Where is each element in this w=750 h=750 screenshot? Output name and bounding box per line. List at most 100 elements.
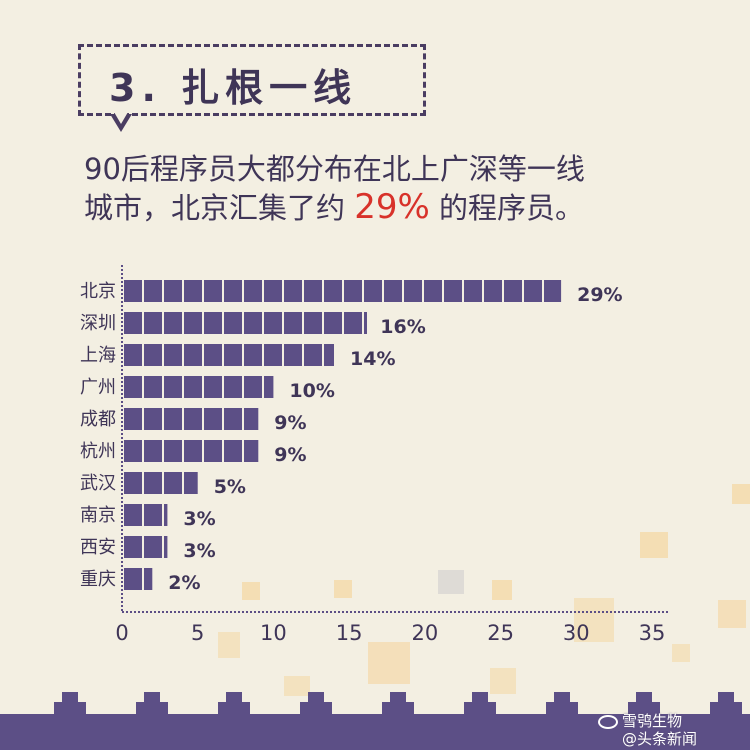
bar-cell — [164, 280, 182, 302]
bar-cell — [224, 280, 242, 302]
bar-cell — [144, 472, 162, 494]
bar-cell — [264, 280, 282, 302]
bar-cell — [164, 536, 168, 558]
bar-cell — [224, 312, 242, 334]
bar-cell — [184, 280, 202, 302]
x-tick-label: 0 — [115, 621, 128, 645]
strip-tooth — [226, 692, 242, 702]
category-label: 南京 — [80, 505, 116, 526]
bar-cell — [244, 440, 259, 462]
category-label: 西安 — [80, 537, 116, 558]
data-label: 3% — [183, 540, 215, 562]
bar-cell — [144, 440, 162, 462]
bar-cell — [284, 344, 302, 366]
bar-cell — [244, 376, 262, 398]
strip-tooth — [62, 692, 78, 702]
x-tick-label: 30 — [563, 621, 590, 645]
bar-cell — [244, 344, 262, 366]
decor-square — [438, 570, 464, 594]
bar-cell — [404, 280, 422, 302]
category-label: 北京 — [80, 281, 116, 302]
headline-box: 3. 扎根一线 — [78, 44, 426, 116]
strip-tooth — [390, 692, 406, 702]
category-label: 成都 — [80, 409, 116, 430]
bar-cell — [184, 472, 198, 494]
bar-cell — [224, 440, 242, 462]
bar-cell — [484, 280, 502, 302]
bar-cell — [204, 312, 222, 334]
strip-tooth — [472, 692, 488, 702]
bar-cell — [124, 472, 142, 494]
weibo-icon — [598, 715, 618, 729]
bar-cell — [284, 312, 302, 334]
bar — [124, 504, 168, 526]
decor-square — [242, 582, 260, 600]
subtitle-highlight: 29% — [354, 187, 430, 227]
category-label: 重庆 — [80, 569, 116, 590]
subtitle: 90后程序员大都分布在北上广深等一线 城市，北京汇集了约 29% 的程序员。 — [84, 150, 704, 227]
category-label: 广州 — [80, 377, 116, 398]
decor-square — [284, 676, 310, 696]
bar-cell — [124, 536, 142, 558]
bar-cell — [344, 312, 362, 334]
bar-cell — [304, 280, 322, 302]
strip-tooth — [136, 702, 168, 716]
strip-tooth — [300, 702, 332, 716]
bar-cell — [184, 408, 202, 430]
decor-square — [672, 644, 690, 662]
strip-tooth — [710, 702, 742, 716]
bar-cell — [204, 344, 222, 366]
bar-cell — [324, 280, 342, 302]
decor-square — [574, 598, 614, 642]
decor-square — [718, 600, 746, 628]
x-tick-label: 20 — [412, 621, 439, 645]
x-tick-label: 10 — [260, 621, 287, 645]
category-label: 深圳 — [80, 313, 116, 334]
bar — [124, 344, 334, 366]
bar-cell — [144, 536, 162, 558]
data-label: 14% — [350, 348, 395, 370]
strip-tooth — [54, 702, 86, 716]
decor-square — [368, 642, 410, 684]
bar-cell — [164, 472, 182, 494]
bar-cell — [144, 504, 162, 526]
bar-cell — [144, 568, 153, 590]
bar — [124, 280, 562, 302]
bar-cell — [184, 376, 202, 398]
bar-cell — [284, 280, 302, 302]
bar-cell — [164, 312, 182, 334]
bar-cell — [124, 344, 142, 366]
x-tick-label: 25 — [487, 621, 514, 645]
bar-cell — [144, 408, 162, 430]
decor-square — [492, 580, 512, 600]
bar-cell — [444, 280, 462, 302]
watermark-line1: 雪鸮生物 — [622, 712, 683, 730]
x-tick-labels: 0 5 10 15 20 25 30 35 — [115, 621, 665, 645]
bar-cell — [164, 504, 168, 526]
bar-cell — [164, 408, 182, 430]
bar-cell — [364, 280, 382, 302]
bar — [124, 568, 153, 590]
subtitle-line2-post: 的程序员。 — [439, 191, 585, 225]
bar-cell — [324, 344, 334, 366]
bar-cell — [304, 344, 322, 366]
decor-square — [732, 484, 750, 504]
data-label: 2% — [168, 572, 200, 594]
bar-cell — [244, 280, 262, 302]
subtitle-line2: 城市，北京汇集了约 29% 的程序员。 — [84, 188, 704, 227]
strip-tooth — [636, 692, 652, 702]
subtitle-line2-pre: 城市，北京汇集了约 — [84, 191, 346, 225]
bar-cell — [424, 280, 442, 302]
bar-cell — [124, 440, 142, 462]
data-label: 9% — [274, 444, 306, 466]
subtitle-line1: 90后程序员大都分布在北上广深等一线 — [84, 152, 585, 186]
bar — [124, 408, 259, 430]
bar-cell — [244, 408, 259, 430]
x-tick-label: 35 — [639, 621, 666, 645]
bar-cell — [524, 280, 542, 302]
value-labels: 29% 16% 14% 10% 9% 9% 5% 3% 3% 2% — [168, 284, 622, 594]
bar-cell — [204, 408, 222, 430]
bar-cell — [124, 408, 142, 430]
strip-tooth — [464, 702, 496, 716]
